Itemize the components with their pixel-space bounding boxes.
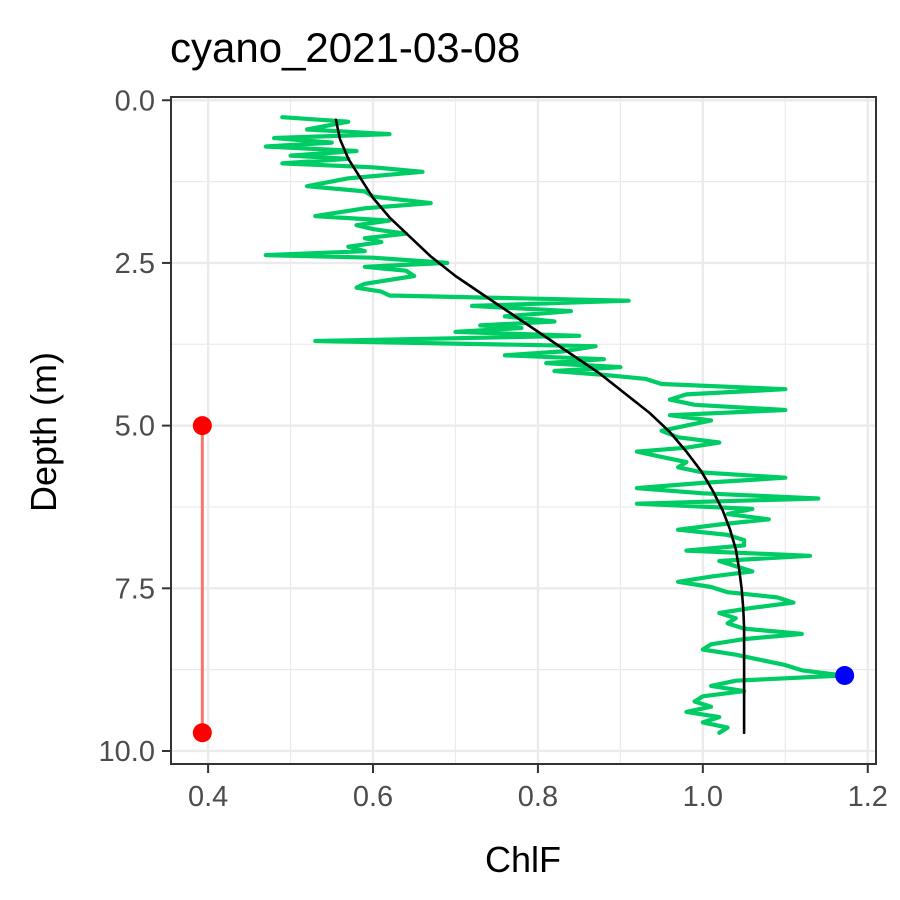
y-tick-label: 5.0 xyxy=(115,411,155,443)
x-axis-label: ChlF xyxy=(485,839,561,880)
chart-title: cyano_2021-03-08 xyxy=(170,24,520,71)
depth-range-point xyxy=(192,723,212,743)
panel-border xyxy=(170,96,877,765)
y-axis-ticks: 0.0 2.5 5.0 7.5 10.0 xyxy=(99,85,171,768)
x-axis-ticks: 0.4 0.6 0.8 1.0 1.2 xyxy=(188,764,888,813)
x-tick-label: 0.4 xyxy=(188,781,228,813)
y-tick-label: 10.0 xyxy=(99,736,155,768)
chart-marks xyxy=(192,115,855,743)
smooth-fit-line xyxy=(334,118,746,735)
x-tick-label: 1.0 xyxy=(683,781,723,813)
y-tick-label: 2.5 xyxy=(115,248,155,280)
x-tick-label: 1.2 xyxy=(848,781,888,813)
chlf-profile-line xyxy=(263,115,846,735)
y-axis-label: Depth (m) xyxy=(23,352,64,512)
x-tick-label: 0.6 xyxy=(353,781,393,813)
max-chlf-point xyxy=(835,666,855,686)
y-tick-label: 0.0 xyxy=(115,85,155,117)
grid-major-lines xyxy=(171,97,876,764)
y-tick-label: 7.5 xyxy=(115,573,155,605)
x-tick-label: 0.8 xyxy=(518,781,558,813)
depth-range-point xyxy=(192,416,212,436)
